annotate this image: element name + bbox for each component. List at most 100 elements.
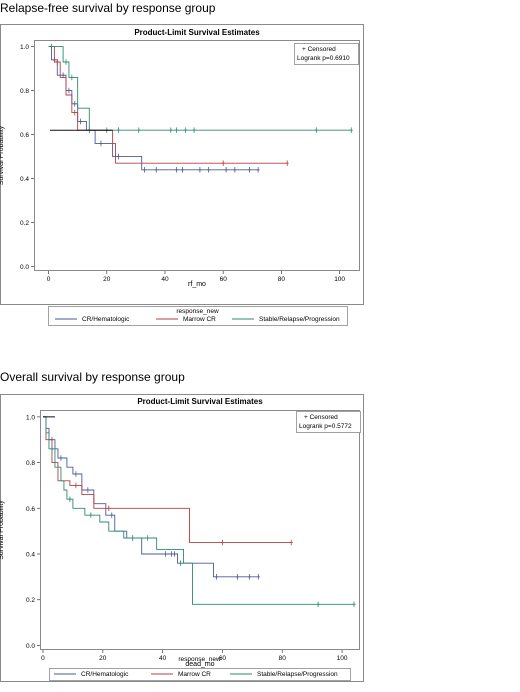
legend-box: [48, 306, 348, 326]
censor-mark-cr-hematologic: [256, 167, 260, 173]
censor-mark-stable-relapse-progression: [169, 127, 173, 133]
y-tick-label: 0.0: [20, 264, 29, 271]
censor-mark-cr-hematologic: [198, 167, 202, 173]
legend-label-cr-hematologic: CR/Hematologic: [82, 316, 130, 323]
y-tick-label: 1.0: [20, 44, 29, 51]
x-axis-label: rf_mo: [188, 281, 206, 288]
y-tick-label: 0.4: [20, 176, 29, 183]
legend-label-stable-relapse-progression: Stable/Relapse/Progression: [257, 671, 338, 678]
censor-mark-cr-hematologic: [67, 87, 71, 94]
y-axis-label: Survival Probability: [0, 125, 5, 185]
censor-mark-marrow-cr: [74, 482, 78, 489]
censor-mark-cr-hematologic: [110, 512, 114, 518]
censored-legend-label: + Censored: [302, 46, 336, 53]
x-tick-label: 40: [159, 655, 167, 662]
x-tick-label: 0: [41, 655, 45, 662]
logrank-label: Logrank p=0.5772: [299, 423, 352, 430]
x-tick-label: 20: [103, 276, 111, 283]
curve-layer: [42, 416, 356, 608]
x-tick-label: 100: [337, 655, 348, 662]
censor-mark-cr-hematologic: [207, 167, 211, 173]
censor-mark-marrow-cr: [220, 539, 225, 546]
x-tick-label: 20: [99, 655, 107, 662]
censor-mark-stable-relapse-progression: [314, 127, 318, 133]
censor-mark-stable-relapse-progression: [89, 512, 93, 518]
chart-overall-survival: Product-Limit Survival Estimates 0.0 0.2 0.…: [0, 394, 364, 682]
censor-mark-stable-relapse-progression: [349, 127, 353, 133]
y-tick-label: 0.8: [26, 460, 35, 467]
censor-mark-marrow-cr: [55, 59, 59, 65]
legend-title: response_new: [178, 656, 221, 663]
censor-mark-cr-hematologic: [172, 551, 177, 557]
censor-mark-cr-hematologic: [175, 167, 179, 173]
chart-canvas: Product-Limit Survival Estimates 0.0 0.2 0.…: [0, 24, 364, 326]
chart-title: Product-Limit Survival Estimates: [134, 28, 260, 37]
y-tick-label: 0.8: [20, 88, 29, 95]
censored-legend-label: + Censored: [304, 414, 338, 421]
censor-mark-cr-hematologic: [247, 167, 251, 173]
x-tick-label: 60: [219, 655, 227, 662]
chart-relapse-free-survival: Product-Limit Survival Estimates 0.0 0.2 0.…: [0, 24, 364, 326]
censor-mark-cr-hematologic: [78, 118, 83, 125]
censor-mark-stable-relapse-progression: [70, 74, 74, 81]
censor-mark-marrow-cr: [221, 160, 225, 166]
censor-mark-stable-relapse-progression: [68, 496, 72, 502]
x-axis-label: dead_mo: [185, 661, 214, 668]
inset-box: [296, 411, 361, 433]
legend-title: response_new: [176, 308, 219, 315]
censor-mark-cr-hematologic: [73, 101, 77, 107]
x-tick-label: 60: [220, 276, 228, 283]
y-tick-label: 0.2: [26, 597, 35, 604]
censor-mark-cr-hematologic: [143, 167, 147, 173]
x-tick-label: 80: [279, 655, 287, 662]
legend-label-cr-hematologic: CR/Hematologic: [81, 671, 129, 678]
censor-mark-cr-hematologic: [59, 455, 63, 461]
legend-label-marrow-cr: Marrow CR: [178, 671, 211, 678]
y-tick-label: 0.0: [26, 643, 35, 650]
censor-mark-stable-relapse-progression: [64, 59, 68, 65]
logrank-label: Logrank p=0.6910: [297, 55, 350, 62]
plot-area: [40, 410, 360, 650]
censor-mark-stable-relapse-progression: [175, 127, 179, 133]
censor-mark-stable-relapse-progression: [49, 43, 54, 50]
x-tick-label: 80: [278, 276, 286, 283]
y-tick-label: 0.2: [20, 220, 29, 227]
survival-curve-stable-relapse-progression: [42, 416, 355, 605]
legend-label-marrow-cr: Marrow CR: [183, 316, 216, 323]
curve-layer: [48, 43, 353, 173]
censor-mark-stable-relapse-progression: [116, 127, 121, 133]
censor-mark-marrow-cr: [285, 160, 289, 166]
censor-mark-cr-hematologic: [180, 167, 185, 173]
y-tick-label: 0.4: [26, 552, 35, 559]
section-heading-os: Overall survival by response group: [0, 370, 185, 384]
censor-mark-cr-hematologic: [116, 153, 121, 160]
censor-mark-cr-hematologic: [169, 551, 174, 557]
censor-mark-cr-hematologic: [86, 487, 90, 493]
legend-label-stable-relapse-progression: Stable/Relapse/Progression: [259, 316, 340, 323]
censor-mark-stable-relapse-progression: [146, 535, 150, 541]
outer-frame: [0, 24, 364, 305]
chart-title: Product-Limit Survival Estimates: [137, 397, 263, 406]
chart-canvas: Product-Limit Survival Estimates 0.0 0.2 0.…: [0, 394, 364, 682]
censor-mark-stable-relapse-progression: [50, 446, 54, 452]
censor-mark-cr-hematologic: [214, 574, 219, 580]
censor-mark-stable-relapse-progression: [183, 127, 187, 133]
censor-mark-cr-hematologic: [256, 574, 260, 580]
y-tick-label: 0.6: [26, 506, 35, 513]
section-heading-rfs: Relapse-free survival by response group: [0, 1, 216, 15]
y-tick-label: 0.6: [20, 132, 29, 139]
censor-mark-stable-relapse-progression: [192, 127, 196, 133]
y-axis-label: Survival Probability: [0, 500, 5, 560]
censor-mark-cr-hematologic: [233, 167, 237, 173]
censor-mark-stable-relapse-progression: [137, 127, 141, 133]
censor-mark-marrow-cr: [289, 539, 293, 546]
censor-mark-cr-hematologic: [235, 574, 239, 580]
censor-mark-cr-hematologic: [164, 551, 168, 557]
censor-mark-cr-hematologic: [99, 140, 103, 147]
x-tick-label: 40: [161, 276, 169, 283]
censor-mark-cr-hematologic: [247, 574, 251, 580]
censor-mark-cr-hematologic: [154, 167, 158, 173]
censor-mark-stable-relapse-progression: [178, 560, 183, 566]
censor-mark-marrow-cr: [73, 109, 77, 116]
censor-mark-cr-hematologic: [74, 471, 78, 477]
